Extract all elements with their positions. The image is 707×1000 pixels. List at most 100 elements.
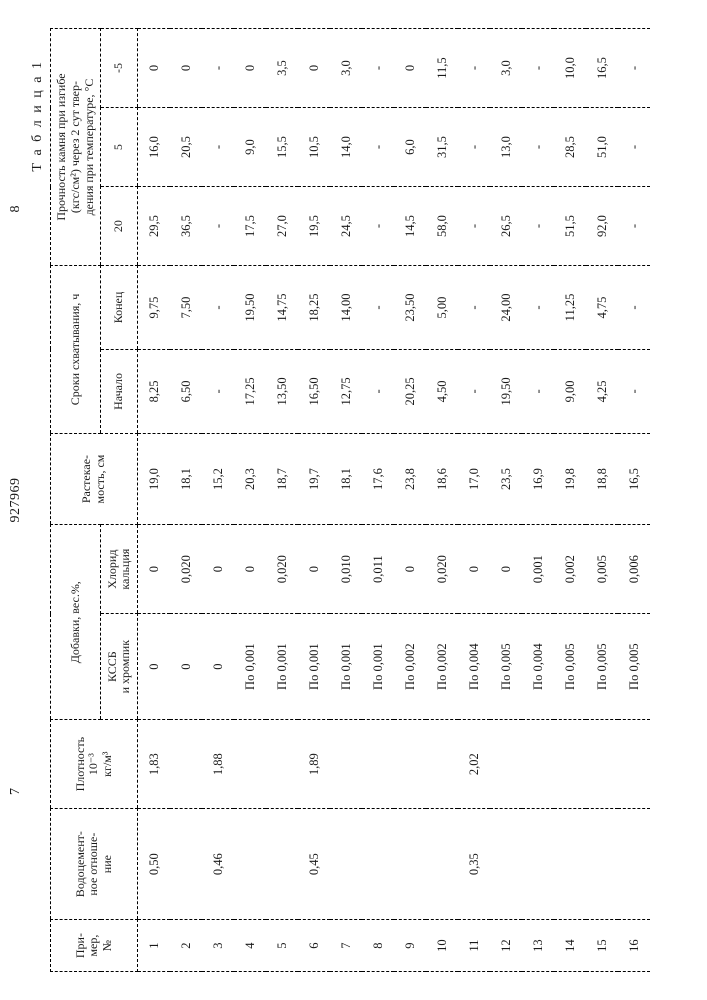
cell-dens: [330, 720, 362, 809]
cell-wc: 0,50: [138, 809, 171, 920]
cell-sm5: 0: [298, 29, 330, 108]
cell-wc: [234, 809, 266, 920]
cell-s20: -: [362, 187, 394, 266]
cell-kssb: По 0,005: [618, 614, 650, 720]
cell-s5: 13,0: [490, 108, 522, 187]
cell-cacl: 0,001: [522, 525, 554, 614]
cell-end: 14,00: [330, 266, 362, 350]
cell-wc: [618, 809, 650, 920]
cell-n: 12: [490, 920, 522, 972]
cell-wc: [330, 809, 362, 920]
cell-dens: 1,88: [202, 720, 234, 809]
cell-kssb: 0: [170, 614, 202, 720]
cell-wc: [554, 809, 586, 920]
cell-sm5: 3,5: [266, 29, 298, 108]
table-body: 10,501,830019,08,259,7529,516,00200,0201…: [138, 29, 651, 972]
cell-end: -: [362, 266, 394, 350]
cell-kssb: По 0,004: [458, 614, 490, 720]
cell-s20: 29,5: [138, 187, 171, 266]
table-row: 30,461,880015,2-----: [202, 29, 234, 972]
cell-wc: [394, 809, 426, 920]
col-wc: Водоцемент-ное отноше-ние: [51, 809, 138, 920]
cell-end: 18,25: [298, 266, 330, 350]
cell-n: 15: [586, 920, 618, 972]
cell-n: 3: [202, 920, 234, 972]
cell-cacl: 0,020: [170, 525, 202, 614]
cell-end: 4,75: [586, 266, 618, 350]
cell-wc: [490, 809, 522, 920]
cell-beg: 9,00: [554, 349, 586, 433]
cell-wc: 0,45: [298, 809, 330, 920]
col-t20: 20: [101, 187, 138, 266]
table-caption: Т а б л и ц а 1: [30, 60, 46, 172]
cell-beg: -: [522, 349, 554, 433]
cell-dens: [170, 720, 202, 809]
cell-cacl: 0: [202, 525, 234, 614]
cell-s20: -: [458, 187, 490, 266]
table-row: 200,02018,16,507,5036,520,50: [170, 29, 202, 972]
cell-s5: 28,5: [554, 108, 586, 187]
cell-beg: 16,50: [298, 349, 330, 433]
table-row: 4По 0,001020,317,2519,5017,59,00: [234, 29, 266, 972]
cell-cacl: 0,002: [554, 525, 586, 614]
table-row: 110,352,02По 0,004017,0-----: [458, 29, 490, 972]
cell-flow: 18,6: [426, 433, 458, 524]
cell-kssb: По 0,001: [330, 614, 362, 720]
cell-cacl: 0,020: [426, 525, 458, 614]
cell-flow: 18,7: [266, 433, 298, 524]
cell-dens: [586, 720, 618, 809]
cell-n: 6: [298, 920, 330, 972]
cell-flow: 16,9: [522, 433, 554, 524]
cell-n: 13: [522, 920, 554, 972]
cell-beg: 17,25: [234, 349, 266, 433]
cell-flow: 23,5: [490, 433, 522, 524]
cell-n: 10: [426, 920, 458, 972]
cell-sm5: 0: [170, 29, 202, 108]
cell-wc: [170, 809, 202, 920]
cell-s5: 10,5: [298, 108, 330, 187]
cell-s5: 20,5: [170, 108, 202, 187]
cell-end: 23,50: [394, 266, 426, 350]
table-row: 13По 0,0040,00116,9-----: [522, 29, 554, 972]
cell-dens: [234, 720, 266, 809]
rotated-sheet: 7 927969 8 Т а б л и ц а 1 При-мер,№ Вод…: [0, 0, 707, 1000]
cell-flow: 20,3: [234, 433, 266, 524]
col-primer: При-мер,№: [51, 920, 138, 972]
table-row: 12По 0,005023,519,5024,0026,513,03,0: [490, 29, 522, 972]
cell-sm5: -: [618, 29, 650, 108]
cell-beg: 6,50: [170, 349, 202, 433]
cell-sm5: 3,0: [490, 29, 522, 108]
cell-sm5: -: [522, 29, 554, 108]
cell-wc: 0,46: [202, 809, 234, 920]
cell-beg: 12,75: [330, 349, 362, 433]
cell-cacl: 0: [490, 525, 522, 614]
cell-s5: -: [458, 108, 490, 187]
cell-end: 9,75: [138, 266, 171, 350]
cell-s5: 6,0: [394, 108, 426, 187]
cell-s5: 15,5: [266, 108, 298, 187]
cell-end: 24,00: [490, 266, 522, 350]
cell-wc: [586, 809, 618, 920]
cell-end: 11,25: [554, 266, 586, 350]
cell-s20: 26,5: [490, 187, 522, 266]
cell-kssb: По 0,001: [266, 614, 298, 720]
cell-sm5: -: [362, 29, 394, 108]
table-head: При-мер,№ Водоцемент-ное отноше-ние Плот…: [51, 29, 138, 972]
cell-flow: 17,6: [362, 433, 394, 524]
cell-beg: -: [362, 349, 394, 433]
cell-beg: 8,25: [138, 349, 171, 433]
cell-end: -: [522, 266, 554, 350]
cell-beg: -: [202, 349, 234, 433]
cell-s20: 51,5: [554, 187, 586, 266]
table-row: 7По 0,0010,01018,112,7514,0024,514,03,0: [330, 29, 362, 972]
table-row: 16По 0,0050,00616,5-----: [618, 29, 650, 972]
cell-kssb: По 0,001: [362, 614, 394, 720]
cell-beg: 4,50: [426, 349, 458, 433]
cell-cacl: 0,020: [266, 525, 298, 614]
cell-cacl: 0: [234, 525, 266, 614]
col-kssb: КССБи хромпик: [101, 614, 138, 720]
cell-s5: 16,0: [138, 108, 171, 187]
cell-s20: 14,5: [394, 187, 426, 266]
cell-wc: [522, 809, 554, 920]
cell-dens: 1,89: [298, 720, 330, 809]
